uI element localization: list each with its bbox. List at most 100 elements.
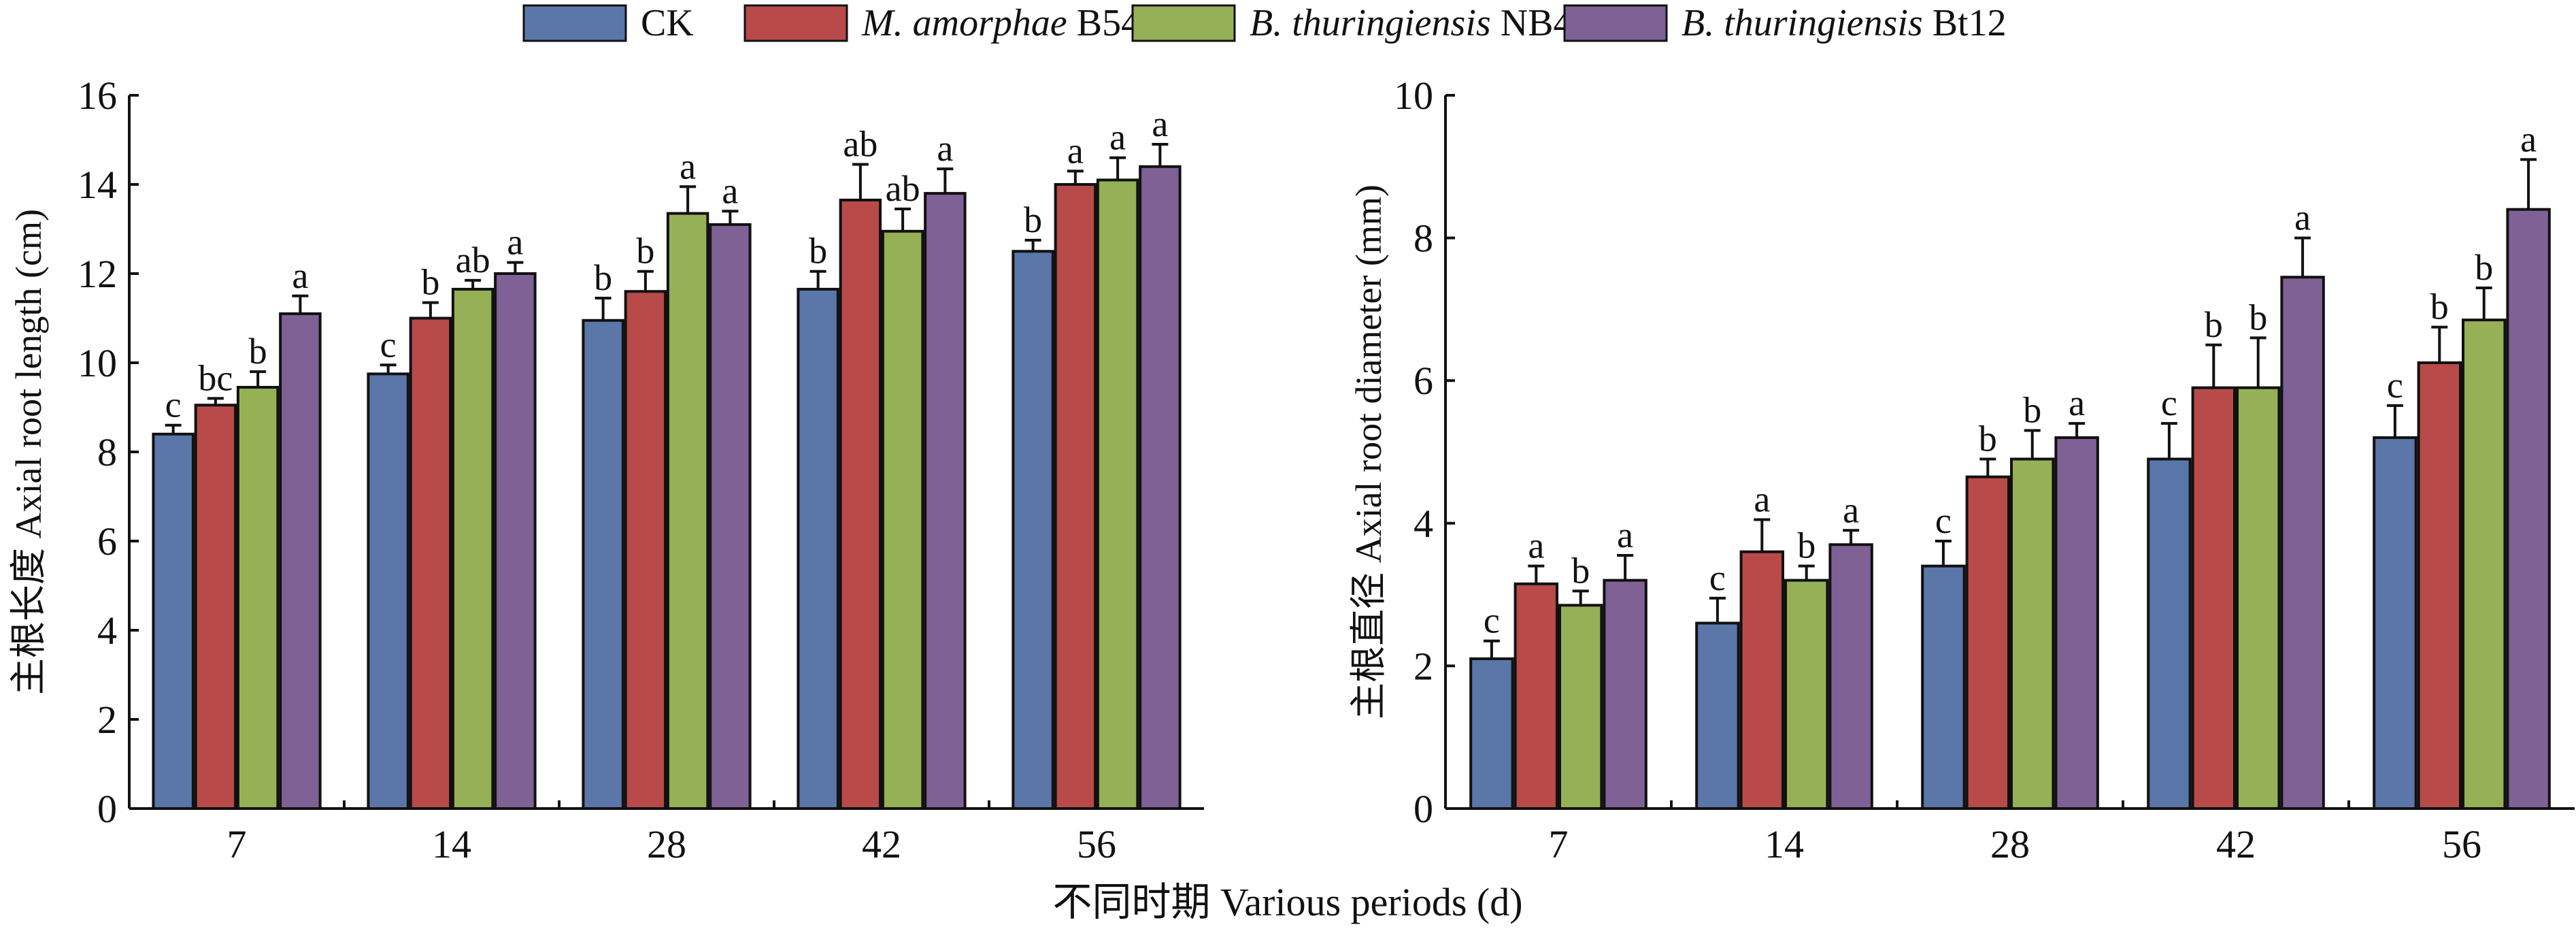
legend-label-italic: B. thuringiensis: [1250, 2, 1491, 44]
bar: [1739, 550, 1785, 810]
significance-label: a: [2294, 197, 2311, 238]
x-tick-label: 56: [2442, 822, 2481, 866]
y-tick-label: 8: [1414, 216, 1433, 261]
bar: [839, 198, 882, 810]
bar: [367, 372, 409, 810]
significance-label: c: [2387, 365, 2403, 406]
significance-label: b: [1979, 418, 1997, 459]
legend-label-plain: Bt12: [1923, 2, 2007, 44]
x-tick-label: 14: [1764, 822, 1804, 866]
bar: [1828, 543, 1873, 810]
bar: [797, 287, 839, 810]
significance-label: a: [680, 146, 696, 186]
significance-label: b: [2475, 247, 2493, 288]
x-tick-label: 14: [432, 822, 471, 866]
significance-label: b: [1797, 525, 1816, 566]
significance-label: bc: [198, 357, 233, 398]
y-tick-label: 0: [1414, 787, 1433, 831]
y-tick-label: 6: [97, 519, 117, 564]
significance-label: a: [507, 222, 523, 263]
y-tick-label: 14: [78, 163, 117, 207]
significance-label: a: [1843, 489, 1859, 530]
bar: [1921, 564, 1966, 810]
significance-label: c: [1935, 500, 1952, 541]
bar: [1695, 621, 1740, 811]
bar: [1513, 582, 1559, 810]
bar: [236, 386, 280, 810]
bar: [1784, 578, 1829, 810]
y-tick-label: 12: [78, 252, 117, 296]
bar: [2147, 457, 2192, 810]
significance-label: c: [380, 324, 397, 365]
bar: [924, 192, 967, 811]
y-tick-label: 2: [97, 698, 117, 742]
bar: [1558, 604, 1603, 810]
legend-label-italic: M. amorphae: [861, 2, 1067, 44]
bar: [1965, 475, 2011, 810]
y-axis-label: 主根长度 Axial root length (cm): [8, 209, 49, 695]
significance-label: b: [249, 331, 267, 372]
x-tick-label: 56: [1077, 822, 1116, 866]
bar: [494, 272, 537, 810]
bar: [1096, 178, 1139, 810]
bar: [2009, 457, 2055, 810]
bar: [152, 432, 195, 810]
bar: [2417, 361, 2462, 810]
significance-label: c: [165, 385, 182, 425]
x-tick-label: 7: [227, 822, 247, 866]
bar: [709, 223, 752, 810]
significance-label: ab: [843, 124, 877, 165]
bar: [1054, 183, 1097, 810]
bar: [666, 212, 709, 810]
bar: [409, 316, 452, 810]
y-tick-label: 2: [1414, 644, 1433, 688]
x-tick-label: 28: [647, 822, 686, 866]
y-tick-label: 4: [97, 608, 117, 653]
significance-label: a: [1528, 525, 1544, 566]
significance-label: b: [1024, 199, 1042, 240]
bar: [1011, 250, 1054, 810]
bar: [194, 404, 237, 810]
y-tick-label: 8: [97, 430, 117, 474]
legend-label: B. thuringiensis NB49: [1250, 2, 1591, 44]
legend-label: CK: [641, 2, 694, 44]
significance-label: b: [421, 262, 439, 303]
significance-label: a: [2520, 118, 2537, 159]
y-tick-label: 6: [1414, 359, 1433, 403]
significance-label: b: [594, 257, 612, 298]
y-axis-label: 主根直径 Axial root diameter (mm): [1348, 184, 1389, 719]
significance-label: a: [1754, 479, 1770, 520]
y-tick-label: 4: [1414, 502, 1433, 546]
significance-label: b: [2249, 297, 2267, 338]
y-tick-label: 10: [1394, 74, 1433, 118]
legend-swatch: [522, 4, 627, 42]
significance-label: c: [2161, 382, 2177, 423]
significance-label: a: [1152, 103, 1168, 144]
bar: [1603, 578, 1647, 810]
bar: [2054, 436, 2099, 810]
bar: [2280, 276, 2325, 810]
significance-label: c: [1709, 557, 1726, 598]
y-tick-label: 10: [78, 341, 117, 385]
legend-label: M. amorphae B546: [861, 2, 1159, 44]
legend-swatch: [1563, 4, 1668, 42]
bar: [881, 229, 924, 810]
y-tick-label: 16: [78, 74, 117, 118]
significance-label: b: [2205, 304, 2223, 345]
significance-label: b: [1571, 550, 1590, 591]
significance-label: c: [1484, 600, 1500, 641]
significance-label: a: [722, 170, 738, 211]
bar: [279, 312, 322, 810]
significance-label: a: [1067, 130, 1084, 171]
legend-swatch: [1131, 4, 1236, 42]
significance-label: a: [1109, 117, 1126, 158]
significance-label: a: [1617, 515, 1633, 555]
bar: [2506, 208, 2551, 810]
significance-label: ab: [886, 168, 920, 209]
significance-label: a: [2069, 382, 2085, 423]
significance-label: b: [809, 231, 827, 272]
significance-label: ab: [456, 240, 490, 280]
